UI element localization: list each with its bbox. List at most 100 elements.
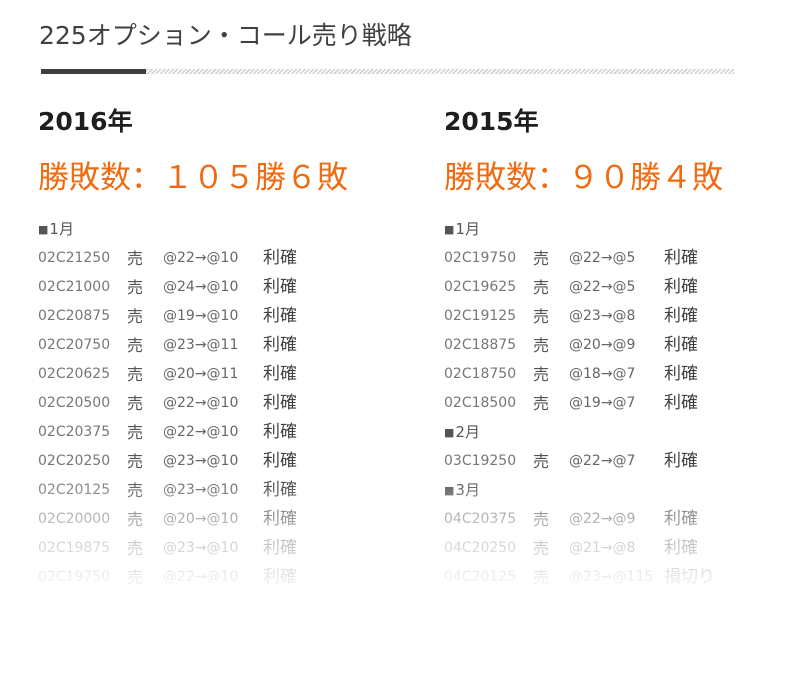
- win-loss-record: 勝敗数：１０５勝６敗: [38, 160, 348, 196]
- entry-exit-prices: @23→@10: [163, 453, 239, 469]
- trade-result: 利確: [263, 422, 297, 442]
- month-heading: ■1月: [38, 215, 398, 244]
- option-code: 04C20125: [444, 569, 517, 585]
- trade-list[interactable]: ■1月 02C19750 売 @22→@5 利確 02C19625 売 @22→@5 利確 02C…: [444, 215, 804, 615]
- trade-row: 02C20375 売 @22→@10 利確: [38, 418, 398, 447]
- trade-row: 03C19250 売 @22→@7 利確: [444, 447, 804, 476]
- option-code: 02C20500: [38, 395, 111, 411]
- trade-result: 利確: [263, 248, 297, 268]
- trade-result: 利確: [263, 509, 297, 529]
- entry-exit-prices: @22→@10: [163, 250, 239, 266]
- option-code: 02C19625: [444, 279, 517, 295]
- trade-row: 04C20125 売 @23→@115 損切り: [444, 563, 804, 592]
- square-bullet-icon: ■: [444, 484, 455, 497]
- month-label: 1月: [49, 220, 74, 238]
- trade-result: 利確: [664, 277, 698, 297]
- trade-side: 売: [533, 568, 550, 587]
- square-bullet-icon: ■: [38, 223, 49, 236]
- trade-result: 利確: [263, 567, 297, 587]
- option-code: 02C21000: [38, 279, 111, 295]
- trade-result: 利確: [263, 538, 297, 558]
- title-underline: [41, 69, 734, 74]
- option-code: 02C19750: [38, 569, 111, 585]
- trade-row: 02C18500 売 @19→@7 利確: [444, 389, 804, 418]
- trade-side: 売: [127, 307, 144, 326]
- trade-side: 売: [533, 307, 550, 326]
- entry-exit-prices: @22→@7: [569, 453, 636, 469]
- option-code: 02C19750: [444, 250, 517, 266]
- trade-row: 04C20375 売 @22→@9 利確: [444, 505, 804, 534]
- option-code: 02C18500: [444, 395, 517, 411]
- entry-exit-prices: @20→@10: [163, 511, 239, 527]
- trade-side: 売: [533, 336, 550, 355]
- option-code: 02C20250: [38, 453, 111, 469]
- year-heading: 2016年: [38, 107, 133, 136]
- trade-row: 02C19750 売 @22→@10 利確: [38, 563, 398, 592]
- trade-result: 利確: [263, 364, 297, 384]
- trade-side: 売: [533, 452, 550, 471]
- entry-exit-prices: @18→@7: [569, 366, 636, 382]
- trade-side: 売: [127, 452, 144, 471]
- trade-result: 利確: [664, 451, 698, 471]
- trade-result: 利確: [664, 306, 698, 326]
- entry-exit-prices: @20→@9: [569, 337, 636, 353]
- option-code: 04C20375: [444, 511, 517, 527]
- trade-side: 売: [533, 249, 550, 268]
- trade-result: 利確: [263, 451, 297, 471]
- option-code: 02C21250: [38, 250, 111, 266]
- trade-side: 売: [127, 365, 144, 384]
- trade-result: 利確: [664, 248, 698, 268]
- trade-result: 利確: [263, 480, 297, 500]
- trade-side: 売: [533, 510, 550, 529]
- option-code: 02C19125: [444, 308, 517, 324]
- trade-side: 売: [127, 336, 144, 355]
- entry-exit-prices: @22→@10: [163, 395, 239, 411]
- trade-row: 02C21000 売 @24→@10 利確: [38, 273, 398, 302]
- option-code: 02C20375: [38, 424, 111, 440]
- entry-exit-prices: @19→@10: [163, 308, 239, 324]
- option-code: 03C19250: [444, 453, 517, 469]
- entry-exit-prices: @21→@8: [569, 540, 636, 556]
- month-label: 1月: [455, 220, 480, 238]
- trade-result: 損切り: [664, 567, 715, 587]
- trade-side: 売: [533, 278, 550, 297]
- trade-row: 02C18875 売 @20→@9 利確: [444, 331, 804, 360]
- trade-row: 02C20625 売 @20→@11 利確: [38, 360, 398, 389]
- entry-exit-prices: @23→@10: [163, 482, 239, 498]
- entry-exit-prices: @23→@115: [569, 569, 654, 585]
- trade-side: 売: [533, 539, 550, 558]
- option-code: 02C19875: [38, 540, 111, 556]
- trade-row: 02C20250 売 @23→@10 利確: [38, 447, 398, 476]
- trade-row: 02C20750 売 @23→@11 利確: [38, 331, 398, 360]
- trade-result: 利確: [263, 335, 297, 355]
- trade-list[interactable]: ■1月 02C21250 売 @22→@10 利確 02C21000 売 @24→@10 利確 0…: [38, 215, 398, 615]
- entry-exit-prices: @23→@10: [163, 540, 239, 556]
- entry-exit-prices: @20→@11: [163, 366, 239, 382]
- trade-row: 04C20250 売 @21→@8 利確: [444, 534, 804, 563]
- entry-exit-prices: @23→@11: [163, 337, 239, 353]
- square-bullet-icon: ■: [444, 223, 455, 236]
- entry-exit-prices: @23→@8: [569, 308, 636, 324]
- trade-side: 売: [127, 481, 144, 500]
- entry-exit-prices: @22→@5: [569, 250, 636, 266]
- trade-side: 売: [127, 249, 144, 268]
- month-heading: ■1月: [444, 215, 804, 244]
- month-heading: ■3月: [444, 476, 804, 505]
- trade-row: 02C19125 売 @23→@8 利確: [444, 302, 804, 331]
- entry-exit-prices: @22→@5: [569, 279, 636, 295]
- trade-result: 利確: [664, 393, 698, 413]
- option-code: 02C18875: [444, 337, 517, 353]
- entry-exit-prices: @22→@10: [163, 569, 239, 585]
- trade-result: 利確: [263, 393, 297, 413]
- page-title: 225オプション・コール売り戦略: [39, 21, 412, 50]
- trade-result: 利確: [263, 306, 297, 326]
- trade-row: 02C19750 売 @22→@5 利確: [444, 244, 804, 273]
- trade-row: 02C20000 売 @20→@10 利確: [38, 505, 398, 534]
- entry-exit-prices: @22→@9: [569, 511, 636, 527]
- trade-row: 02C19625 売 @22→@5 利確: [444, 273, 804, 302]
- title-underline-accent: [41, 69, 146, 74]
- trade-side: 売: [533, 394, 550, 413]
- trade-side: 売: [127, 394, 144, 413]
- trade-side: 売: [127, 510, 144, 529]
- trade-result: 利確: [664, 538, 698, 558]
